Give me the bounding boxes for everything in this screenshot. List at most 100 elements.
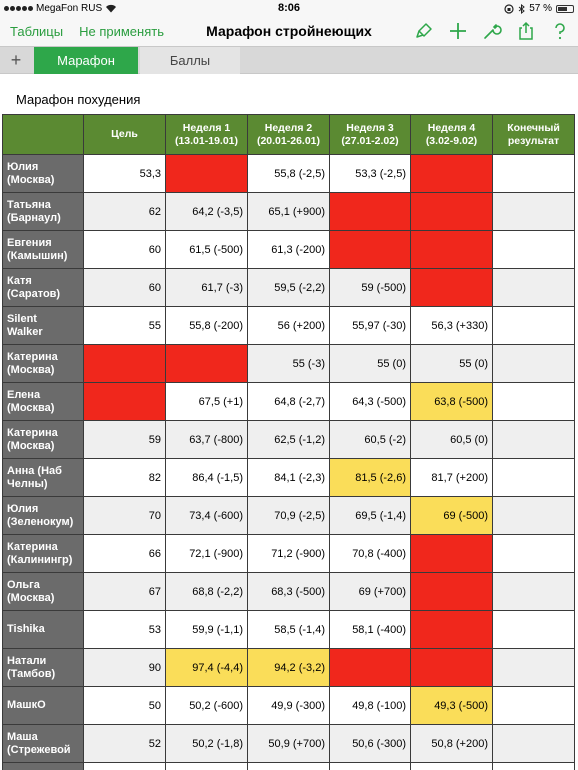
- table-cell[interactable]: [492, 496, 575, 535]
- table-cell[interactable]: 55,8 (-200): [165, 306, 248, 345]
- table-cell[interactable]: 70: [83, 496, 166, 535]
- table-cell[interactable]: 60,5 (0): [410, 420, 493, 459]
- table-cell[interactable]: [329, 192, 411, 231]
- table-cell[interactable]: 60,5 (-2): [329, 420, 411, 459]
- undo-button[interactable]: Не применять: [79, 24, 164, 39]
- table-cell[interactable]: 50,2 (-1,8): [165, 724, 248, 763]
- table-cell[interactable]: [492, 192, 575, 231]
- table-cell[interactable]: [410, 268, 493, 307]
- table-cell[interactable]: [492, 306, 575, 345]
- participant-name[interactable]: Натали (Тамбов): [2, 648, 84, 687]
- table-cell[interactable]: 58,5 (-1,4): [247, 610, 330, 649]
- table-cell[interactable]: 63,7 (-800): [165, 420, 248, 459]
- table-cell[interactable]: 59 (-500): [329, 268, 411, 307]
- table-cell[interactable]: [492, 344, 575, 383]
- brush-icon[interactable]: [414, 21, 434, 41]
- table-cell[interactable]: 49,3 (-500): [410, 686, 493, 725]
- table-cell[interactable]: 62: [83, 192, 166, 231]
- table-cell[interactable]: [492, 648, 575, 687]
- table-cell[interactable]: 50,6 (-300): [329, 724, 411, 763]
- column-header[interactable]: Неделя 4 (3.02-9.02): [410, 114, 493, 155]
- table-cell[interactable]: [410, 572, 493, 611]
- table-cell[interactable]: [165, 154, 248, 193]
- table-cell[interactable]: [492, 724, 575, 763]
- table-cell[interactable]: 58,1 (-400): [329, 610, 411, 649]
- table-cell[interactable]: 59: [83, 420, 166, 459]
- plus-icon[interactable]: [448, 21, 468, 41]
- table-cell[interactable]: 53: [83, 610, 166, 649]
- table-cell[interactable]: [410, 648, 493, 687]
- participant-name[interactable]: Катерина (Калинингр): [2, 534, 84, 573]
- column-header[interactable]: Неделя 1 (13.01-19.01): [165, 114, 248, 155]
- table-cell[interactable]: 55: [83, 306, 166, 345]
- table-cell[interactable]: 55 (-3): [247, 344, 330, 383]
- table-cell[interactable]: 53,3: [83, 154, 166, 193]
- table-cell[interactable]: 65,1 (+900): [247, 192, 330, 231]
- table-cell[interactable]: 55,1 (-100): [410, 762, 493, 770]
- table-cell[interactable]: [165, 344, 248, 383]
- table-cell[interactable]: 64,8 (-2,7): [247, 382, 330, 421]
- table-cell[interactable]: [83, 344, 166, 383]
- table-cell[interactable]: [492, 230, 575, 269]
- table-cell[interactable]: [410, 610, 493, 649]
- table-cell[interactable]: 64,2 (-3,5): [165, 192, 248, 231]
- table-cell[interactable]: 50,9 (+700): [247, 724, 330, 763]
- table-cell[interactable]: 61,5 (-500): [165, 230, 248, 269]
- table-cell[interactable]: [83, 382, 166, 421]
- table-cell[interactable]: 49,9 (-300): [247, 686, 330, 725]
- table-cell[interactable]: [410, 192, 493, 231]
- spreadsheets-button[interactable]: Таблицы: [10, 24, 64, 39]
- table-cell[interactable]: [492, 154, 575, 193]
- table-cell[interactable]: 56 (+200): [247, 306, 330, 345]
- table-cell[interactable]: 49,8 (-100): [329, 686, 411, 725]
- column-header[interactable]: Неделя 2 (20.01-26.01): [247, 114, 330, 155]
- help-icon[interactable]: [550, 21, 570, 41]
- table-cell[interactable]: 55,8 (-2,5): [247, 154, 330, 193]
- table-cell[interactable]: [410, 534, 493, 573]
- table-cell[interactable]: 53,3 (-2,5): [329, 154, 411, 193]
- table-cell[interactable]: 64,3 (-500): [329, 382, 411, 421]
- table-cell[interactable]: 55,2 (-300): [329, 762, 411, 770]
- table-cell[interactable]: 50,2 (-600): [165, 686, 248, 725]
- participant-name[interactable]: Катя (Саратов): [2, 268, 84, 307]
- table-cell[interactable]: [492, 268, 575, 307]
- table-cell[interactable]: 55 (0): [410, 344, 493, 383]
- table-cell[interactable]: 60: [83, 268, 166, 307]
- table-cell[interactable]: 66: [83, 534, 166, 573]
- table-cell[interactable]: 68,3 (-500): [247, 572, 330, 611]
- share-icon[interactable]: [516, 21, 536, 41]
- table-cell[interactable]: 59,9 (-1,1): [165, 610, 248, 649]
- participant-name[interactable]: МашкО: [2, 686, 84, 725]
- add-sheet-button[interactable]: +: [10, 50, 22, 70]
- table-cell[interactable]: 84,1 (-2,3): [247, 458, 330, 497]
- table-cell[interactable]: [329, 230, 411, 269]
- tab-points[interactable]: Баллы: [140, 47, 240, 74]
- table-cell[interactable]: 62,5 (-1,2): [247, 420, 330, 459]
- participant-name[interactable]: Татьяна (Барнаул): [2, 192, 84, 231]
- participant-name[interactable]: Юлия (Зеленокум): [2, 496, 84, 535]
- table-cell[interactable]: 56,3 (+330): [410, 306, 493, 345]
- table-cell[interactable]: 70,8 (-400): [329, 534, 411, 573]
- table-cell[interactable]: 55 (0): [329, 344, 411, 383]
- table-cell[interactable]: 59,5 (-2,2): [247, 268, 330, 307]
- table-cell[interactable]: 55,5 (-300): [247, 762, 330, 770]
- wrench-icon[interactable]: [482, 21, 502, 41]
- table-cell[interactable]: [492, 534, 575, 573]
- column-header[interactable]: Цель: [83, 114, 166, 155]
- table-cell[interactable]: [492, 762, 575, 770]
- table-cell[interactable]: 73,4 (-600): [165, 496, 248, 535]
- table-cell[interactable]: [329, 648, 411, 687]
- table-cell[interactable]: 55,8 (-200): [165, 762, 248, 770]
- table-cell[interactable]: 81,7 (+200): [410, 458, 493, 497]
- table-cell[interactable]: 63,8 (-500): [410, 382, 493, 421]
- participant-name[interactable]: Елена (Москва): [2, 382, 84, 421]
- table-cell[interactable]: 69,5 (-1,4): [329, 496, 411, 535]
- table-cell[interactable]: 90: [83, 648, 166, 687]
- participant-name[interactable]: Людмила(Шостка): [2, 762, 84, 770]
- table-cell[interactable]: 94,2 (-3,2): [247, 648, 330, 687]
- table-cell[interactable]: 55: [83, 762, 166, 770]
- table-cell[interactable]: 67: [83, 572, 166, 611]
- table-cell[interactable]: [492, 382, 575, 421]
- participant-name[interactable]: Silent Walker: [2, 306, 84, 345]
- participant-name[interactable]: Ольга (Москва): [2, 572, 84, 611]
